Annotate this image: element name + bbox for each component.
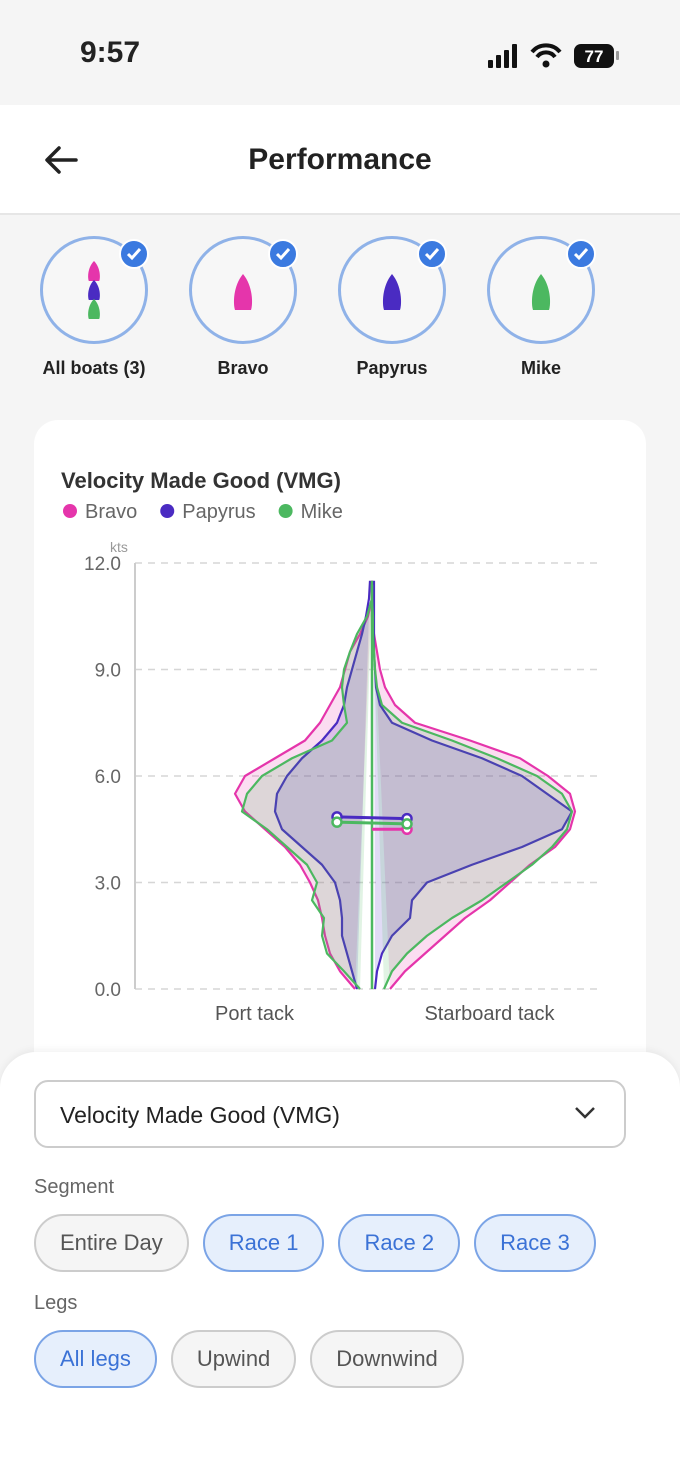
segment-label: Segment xyxy=(34,1176,115,1198)
boat-graphic xyxy=(382,274,402,310)
check-mark xyxy=(126,248,142,261)
boat-icon xyxy=(531,274,551,310)
legend-label: Mike xyxy=(301,501,343,523)
filter-chip[interactable]: Race 3 xyxy=(474,1214,596,1272)
violin-half xyxy=(273,580,372,990)
segment-chips: Entire Day Race 1 Race 2 Race 3 xyxy=(34,1214,596,1272)
y-tick-label: 0.0 xyxy=(95,980,121,1001)
x-tick-label: Port tack xyxy=(215,1003,295,1025)
mean-dot xyxy=(331,816,343,828)
mean-dot xyxy=(401,818,413,830)
violin-half xyxy=(370,580,574,990)
check-badge xyxy=(417,239,447,269)
y-tick-label: 6.0 xyxy=(95,767,121,788)
x-tick-label: Starboard tack xyxy=(424,1003,555,1025)
legs-chips: All legs Upwind Downwind xyxy=(34,1330,464,1388)
page-title: Performance xyxy=(248,143,432,176)
filter-chip[interactable]: Entire Day xyxy=(34,1214,189,1272)
boat-option[interactable]: Mike xyxy=(471,236,611,379)
check-icon xyxy=(424,248,440,261)
check-badge xyxy=(268,239,298,269)
chart-card: Velocity Made Good (VMG) Bravo Papyrus Mike… xyxy=(34,420,646,1120)
check-mark xyxy=(573,248,589,261)
legs-label: Legs xyxy=(34,1292,78,1314)
boat-avatar xyxy=(338,236,447,344)
boat-icon xyxy=(382,274,402,310)
boat-icon xyxy=(233,274,253,310)
check-badge xyxy=(119,239,149,269)
y-unit: kts xyxy=(110,539,128,555)
filter-chip[interactable]: Race 2 xyxy=(338,1214,461,1272)
boat-icon xyxy=(88,261,100,281)
legend-swatch xyxy=(63,504,77,518)
boat-graphic xyxy=(88,261,100,319)
status-bar: 9:57 77 xyxy=(0,0,680,105)
chart: Velocity Made Good (VMG) Bravo Papyrus Mike… xyxy=(61,468,603,1025)
boat-icon xyxy=(88,299,100,319)
y-tick-label: 12.0 xyxy=(84,554,121,575)
metric-dropdown[interactable]: Velocity Made Good (VMG) xyxy=(34,1080,626,1148)
dropdown-value: Velocity Made Good (VMG) xyxy=(60,1102,340,1128)
boat-avatar xyxy=(487,236,596,344)
filter-chip[interactable]: Race 1 xyxy=(202,1214,325,1272)
header: Performance xyxy=(0,105,680,215)
boat-option[interactable]: All boats (3) xyxy=(24,236,164,379)
boat-label: All boats (3) xyxy=(42,358,146,378)
filter-chip[interactable]: Downwind xyxy=(310,1330,464,1388)
battery-level: 77 xyxy=(585,47,604,66)
mean-bar xyxy=(336,815,408,821)
y-tick-label: 3.0 xyxy=(95,874,121,895)
boat-avatar xyxy=(189,236,298,344)
filter-chip[interactable]: Upwind xyxy=(170,1330,297,1388)
y-tick-label: 9.0 xyxy=(95,661,121,682)
boat-label: Mike xyxy=(520,358,562,378)
check-icon xyxy=(126,248,142,261)
boat-label: Bravo xyxy=(217,358,269,378)
clock: 9:57 xyxy=(80,36,141,69)
boat-option[interactable]: Papyrus xyxy=(322,236,462,379)
legend-swatch xyxy=(160,504,175,518)
check-badge xyxy=(566,239,596,269)
chevron xyxy=(575,1107,595,1119)
check-mark xyxy=(275,248,291,261)
status-icons: 77 xyxy=(488,43,619,68)
boat-option[interactable]: Bravo xyxy=(173,236,313,379)
bottom-sheet: Velocity Made Good (VMG) Segment Entire … xyxy=(0,1052,680,1478)
back-button[interactable] xyxy=(42,145,82,175)
violin-half xyxy=(240,580,374,990)
mean-bar xyxy=(336,820,408,826)
check-icon xyxy=(573,248,589,261)
boat-avatar xyxy=(40,236,149,344)
chart-title: Velocity Made Good (VMG) xyxy=(61,468,341,493)
check-icon xyxy=(275,248,291,261)
boat-graphic xyxy=(531,274,551,310)
boat-icon xyxy=(88,280,100,300)
legend-swatch xyxy=(278,504,293,518)
check-mark xyxy=(424,248,440,261)
filter-chip[interactable]: All legs xyxy=(34,1330,157,1388)
legend-label: Papyrus xyxy=(182,501,255,523)
legend-label: Bravo xyxy=(85,501,137,523)
boat-label: Papyrus xyxy=(356,358,428,378)
boat-graphic xyxy=(233,274,253,310)
